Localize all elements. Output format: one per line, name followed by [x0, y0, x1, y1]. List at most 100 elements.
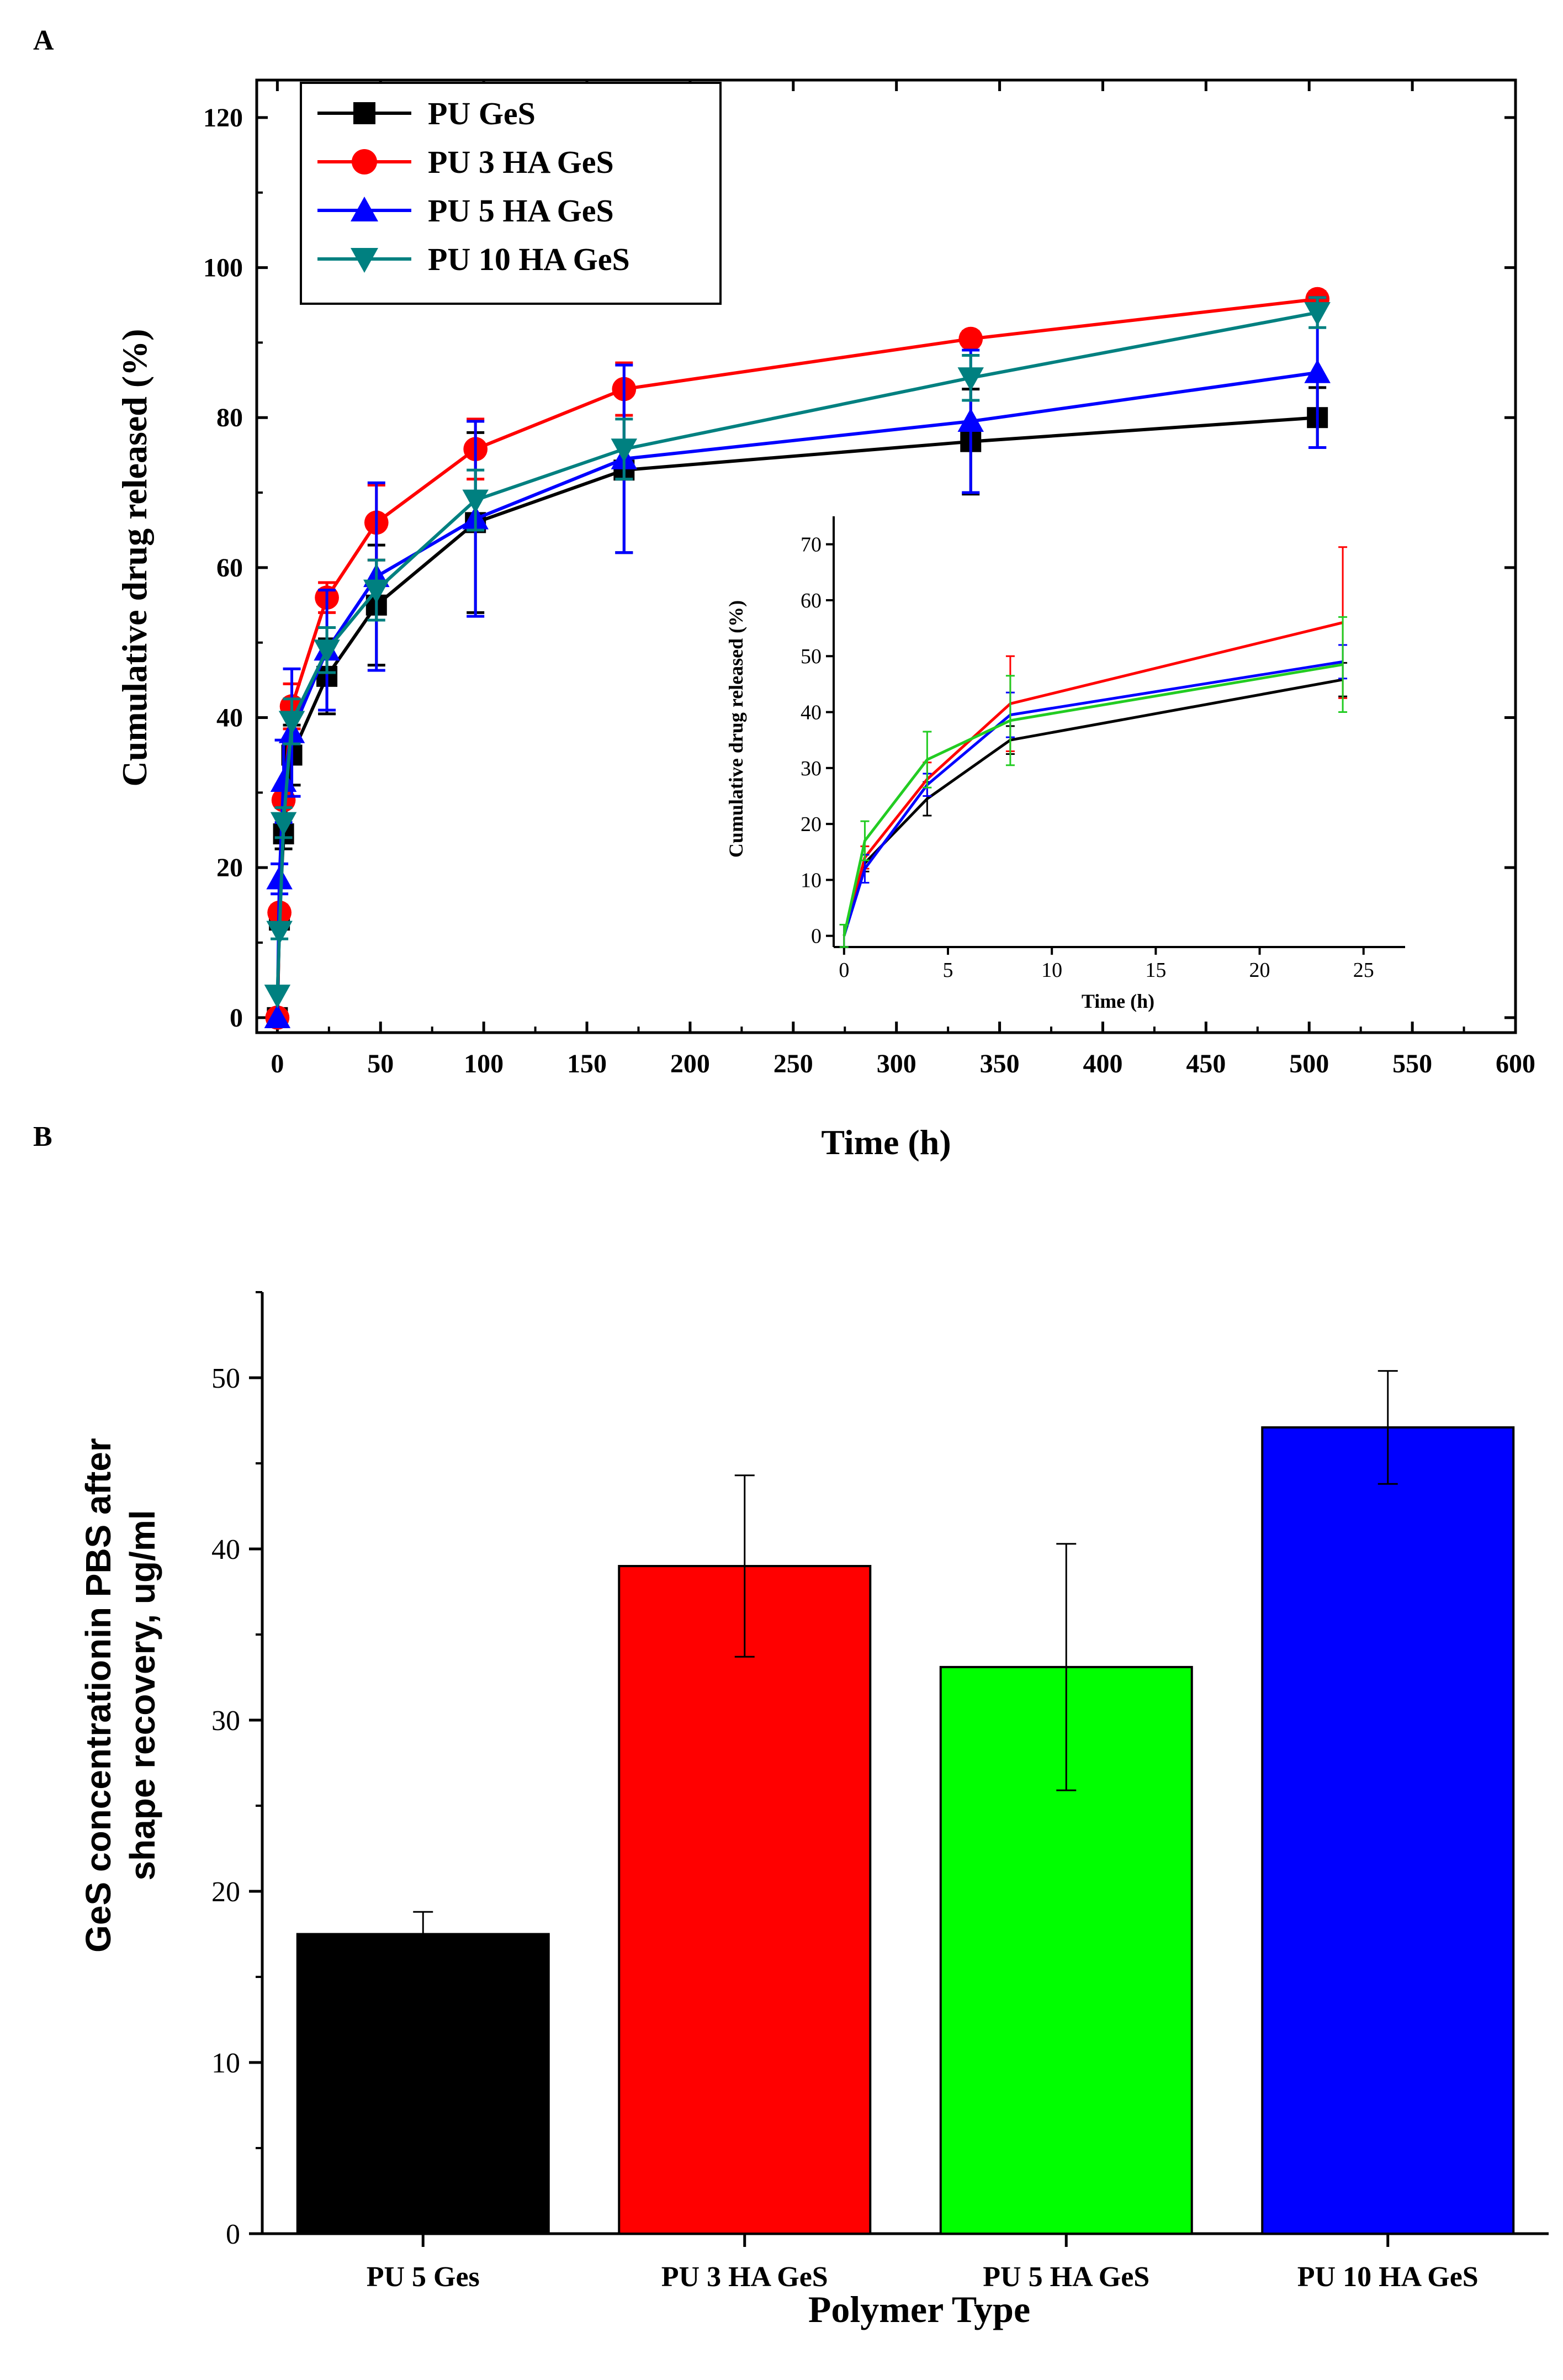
y-tick-label: 100	[203, 253, 243, 283]
y-tick-label: 60	[216, 553, 243, 583]
x-tick-label: 100	[464, 1049, 504, 1078]
bar-group	[1261, 1370, 1515, 2235]
data-point	[270, 768, 297, 792]
legend-item: PU 5 HA GeS	[317, 193, 614, 229]
chart-b-y-tick-label: 20	[211, 1876, 240, 1908]
chart-b-x-axis-label: Polymer Type	[808, 2288, 1030, 2330]
chart-a-axes: 0 50 100 150 200 250 300 350 400 450 500 550 6000204…	[203, 80, 1535, 1078]
inset-x-tick-label: 20	[1249, 959, 1270, 982]
legend-label: PU 5 HA GeS	[428, 193, 614, 229]
inset-y-tick-label: 60	[801, 589, 822, 612]
inset-y-axis-label: Cumulative drug released (%)	[725, 600, 747, 858]
legend-item: PU 10 HA GeS	[317, 241, 630, 277]
chart-a-legend: PU GeS PU 3 HA GeS PU 5 HA GeS PU 10 HA GeS	[300, 82, 722, 305]
bar-group	[296, 1911, 550, 2235]
data-point	[462, 489, 489, 514]
chart-a-y-axis-label: Cumulative drug released (%)	[115, 329, 154, 787]
concentration-bar-chart: 0 10 20 30 40 50 PU 5 Ges PU 3 HA GeS PU 5 HA Ge…	[78, 1291, 1549, 2330]
legend-label: PU 3 HA GeS	[428, 144, 614, 180]
chart-b-y-tick-label: 30	[211, 1705, 240, 1737]
chart-a-x-axis-label: Time (h)	[821, 1123, 951, 1162]
chart-b-x-tick-label: PU 10 HA GeS	[1297, 2261, 1479, 2293]
bar	[618, 1565, 872, 2235]
chart-a-series	[264, 287, 1331, 1030]
data-point	[314, 639, 340, 664]
chart-b-y-tick-label: 50	[211, 1363, 240, 1394]
inset-x-tick-label: 0	[839, 959, 849, 982]
data-point	[266, 921, 293, 945]
inset-y-tick-label: 70	[801, 533, 822, 557]
y-tick-label: 40	[216, 704, 243, 733]
x-tick-label: 250	[773, 1049, 813, 1078]
inset-y-tick-label: 30	[801, 757, 822, 780]
chart-b-y-axis-label-line-2: shape recovery, ug/ml	[123, 1510, 162, 1880]
data-point	[278, 711, 305, 735]
chart-a-frame	[255, 78, 1517, 1034]
panel-b-label: B	[33, 1121, 52, 1152]
release-line-chart: 0 50 100 150 200 250 300 350 400 450 500 550 6000204…	[115, 78, 1535, 1162]
chart-b-x-tick-label: PU 3 HA GeS	[661, 2261, 828, 2293]
legend-label: PU GeS	[428, 96, 536, 131]
legend-marker	[351, 197, 378, 221]
inset-y-tick-label: 0	[811, 925, 822, 948]
inset-axes: 0 5 10 15 20 25 0 10 20 30 40 50 60 70	[801, 516, 1405, 982]
legend-item: PU 3 HA GeS	[317, 144, 614, 180]
bar	[1261, 1426, 1515, 2235]
legend-label: PU 10 HA GeS	[428, 241, 630, 277]
y-tick-label: 20	[216, 853, 243, 882]
inset-x-tick-label: 5	[943, 959, 953, 982]
data-point	[363, 579, 390, 604]
data-point	[270, 812, 297, 836]
y-tick-label: 0	[230, 1003, 243, 1033]
legend-marker	[352, 149, 377, 174]
chart-b-x-tick-label: PU 5 Ges	[367, 2261, 480, 2293]
legend-marker	[353, 102, 375, 124]
inset-x-tick-label: 25	[1353, 959, 1374, 982]
y-tick-label: 120	[203, 103, 243, 133]
chart-b-y-tick-label: 40	[211, 1534, 240, 1565]
x-tick-label: 500	[1289, 1049, 1329, 1078]
x-tick-label: 0	[271, 1049, 284, 1078]
data-point	[264, 985, 291, 1008]
panel-a-label: A	[33, 25, 54, 56]
data-point	[957, 367, 984, 391]
inset-y-tick-label: 50	[801, 645, 822, 668]
data-point	[611, 438, 638, 463]
x-tick-label: 50	[367, 1049, 394, 1078]
x-tick-label: 550	[1392, 1049, 1432, 1078]
inset-background	[834, 516, 1405, 947]
x-tick-label: 400	[1083, 1049, 1122, 1078]
data-point	[266, 865, 293, 890]
data-point	[958, 326, 983, 351]
bar-group	[939, 1543, 1193, 2235]
x-tick-label: 600	[1496, 1049, 1535, 1078]
chart-b-y-axis-label: GeS concentrationin PBS after shape reco…	[78, 1438, 162, 1953]
chart-b-bars	[296, 1370, 1515, 2235]
series-line	[275, 311, 1318, 996]
x-tick-label: 450	[1186, 1049, 1226, 1078]
series-pu-10-ha-ges	[264, 296, 1331, 1008]
inset-x-tick-label: 15	[1145, 959, 1166, 982]
chart-b-x-tick-label: PU 5 HA GeS	[983, 2261, 1149, 2293]
x-tick-label: 300	[877, 1049, 916, 1078]
bar	[296, 1933, 550, 2235]
data-point	[264, 1004, 291, 1028]
x-tick-label: 200	[670, 1049, 710, 1078]
data-point	[957, 408, 984, 432]
x-tick-label: 150	[567, 1049, 607, 1078]
inset-chart: 0 5 10 15 20 25 0 10 20 30 40 50 60 70 Time (h) Cumul…	[725, 516, 1405, 1012]
chart-b-y-tick-label: 0	[226, 2219, 240, 2250]
y-tick-label: 80	[216, 403, 243, 432]
inset-y-tick-label: 10	[801, 869, 822, 892]
legend-item: PU GeS	[317, 96, 536, 131]
inset-x-axis-label: Time (h)	[1082, 990, 1154, 1012]
inset-series	[839, 546, 1348, 948]
inset-series-pu-10-ha-ges	[839, 616, 1348, 948]
bar-group	[618, 1474, 872, 2235]
data-point	[1304, 359, 1331, 383]
x-tick-label: 350	[980, 1049, 1020, 1078]
chart-b-y-axis-label-line-1: GeS concentrationin PBS after	[78, 1438, 118, 1953]
inset-y-tick-label: 40	[801, 701, 822, 724]
data-point	[1304, 302, 1331, 326]
